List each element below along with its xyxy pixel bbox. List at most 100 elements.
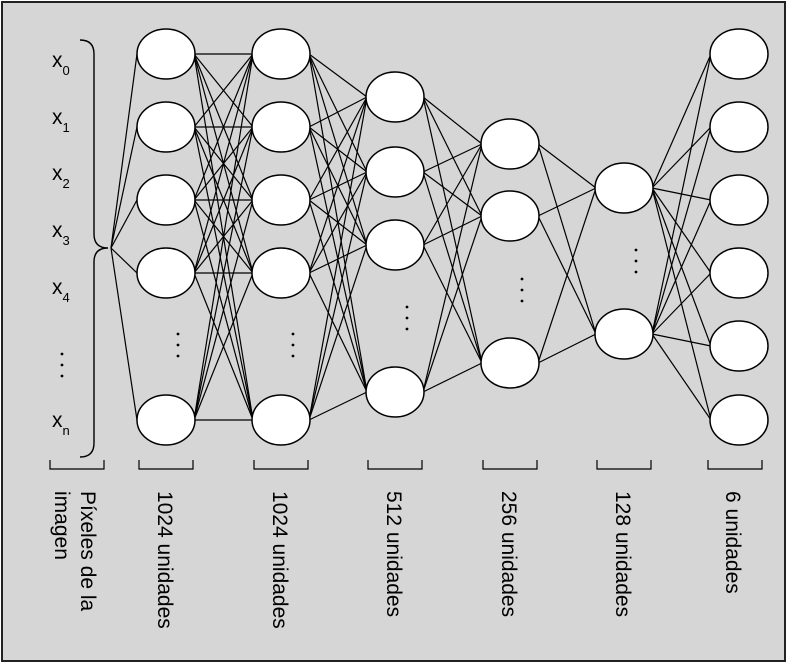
connection-line — [308, 53, 368, 98]
connection-line — [193, 53, 254, 421]
connection-line — [422, 96, 483, 145]
ellipsis-dot — [176, 354, 180, 358]
connection-line — [193, 126, 254, 274]
ellipsis-dot — [176, 343, 180, 347]
neuron-node — [365, 71, 425, 123]
connection-line — [193, 199, 254, 421]
neuron-node — [480, 190, 540, 242]
ellipsis-dot — [520, 288, 524, 292]
neuron-node — [709, 320, 769, 372]
connection-lines — [110, 53, 712, 421]
neuron-node — [251, 394, 311, 446]
layer-bracket — [49, 460, 105, 470]
connection-line — [651, 53, 712, 335]
connection-line — [537, 187, 597, 217]
layer-bracket — [707, 460, 763, 470]
neuron-node — [709, 28, 769, 80]
connection-line — [193, 272, 254, 421]
layer-bracket — [482, 460, 538, 470]
ellipsis-dot — [291, 332, 295, 336]
ellipsis-dot — [291, 354, 295, 358]
layer-caption: 1024 unidades — [153, 491, 176, 629]
layer-caption-line: imagen — [50, 491, 73, 560]
neuron-node — [709, 174, 769, 226]
neuron-node — [709, 101, 769, 153]
layer-caption: 256 unidades — [497, 491, 520, 617]
connection-line — [110, 247, 138, 421]
input-label: x3 — [52, 219, 70, 248]
neuron-node — [251, 247, 311, 299]
connection-line — [422, 96, 483, 217]
layer-caption: 1024 unidades — [268, 491, 291, 629]
ellipsis-dot — [634, 259, 638, 263]
connection-line — [651, 199, 712, 335]
neuron-node — [136, 247, 196, 299]
layer-bracket — [596, 460, 652, 470]
connection-line — [193, 53, 254, 274]
input-ellipsis-dot — [60, 352, 64, 356]
layer-caption: 512 unidades — [382, 491, 405, 617]
neuron-node — [251, 28, 311, 80]
connection-line — [537, 143, 597, 335]
connection-line — [537, 143, 597, 189]
neuron-node — [480, 337, 540, 389]
neuron-node — [136, 394, 196, 446]
connection-line — [422, 215, 483, 393]
input-labels: x0 x1 x2 x3 x4 xn — [52, 39, 109, 458]
layer-bracket — [138, 460, 194, 470]
connection-line — [422, 362, 483, 393]
input-label: x1 — [52, 106, 70, 135]
neuron-node — [480, 118, 540, 170]
connection-line — [193, 53, 254, 128]
neuron-node — [709, 247, 769, 299]
ellipsis-dot — [291, 343, 295, 347]
connection-line — [308, 96, 368, 274]
connection-line — [651, 126, 712, 335]
layer-caption: 128 unidades — [611, 491, 634, 617]
ellipsis-dot — [520, 277, 524, 281]
neuron-node — [365, 366, 425, 418]
neuron-node — [136, 101, 196, 153]
connection-line — [110, 53, 138, 249]
connection-line — [422, 143, 483, 173]
ellipsis-dot — [405, 316, 409, 320]
input-ellipsis-dot — [60, 363, 64, 367]
connection-line — [308, 96, 368, 421]
neuron-node — [594, 308, 654, 360]
ellipsis-dot — [634, 270, 638, 274]
connection-line — [308, 244, 368, 421]
input-label: x2 — [52, 162, 70, 191]
neuron-node — [251, 101, 311, 153]
input-brace — [79, 39, 109, 458]
input-label: xn — [52, 409, 70, 438]
connection-line — [110, 247, 138, 274]
neuron-nodes — [136, 28, 769, 446]
input-label: x4 — [52, 276, 70, 305]
neuron-node — [365, 219, 425, 271]
input-ellipsis-dot — [60, 374, 64, 378]
layer-caption-line: Píxeles de la — [76, 491, 99, 612]
neuron-node — [365, 146, 425, 198]
connection-line — [422, 143, 483, 246]
connection-line — [110, 126, 138, 249]
neuron-node — [594, 162, 654, 214]
layer-bracket — [253, 460, 309, 470]
ellipsis-dot — [405, 327, 409, 331]
connection-line — [110, 199, 138, 249]
connection-line — [651, 333, 712, 347]
input-label: x0 — [52, 49, 70, 78]
neuron-node — [136, 174, 196, 226]
connection-line — [308, 171, 368, 274]
connection-line — [308, 171, 368, 421]
connection-line — [422, 143, 483, 393]
connection-line — [308, 96, 368, 128]
connection-line — [651, 333, 712, 421]
layer-bracket — [367, 460, 423, 470]
connection-line — [651, 53, 712, 189]
connection-line — [422, 215, 483, 246]
neuron-node — [251, 174, 311, 226]
ellipsis-dot — [634, 248, 638, 252]
neuron-node — [709, 394, 769, 446]
